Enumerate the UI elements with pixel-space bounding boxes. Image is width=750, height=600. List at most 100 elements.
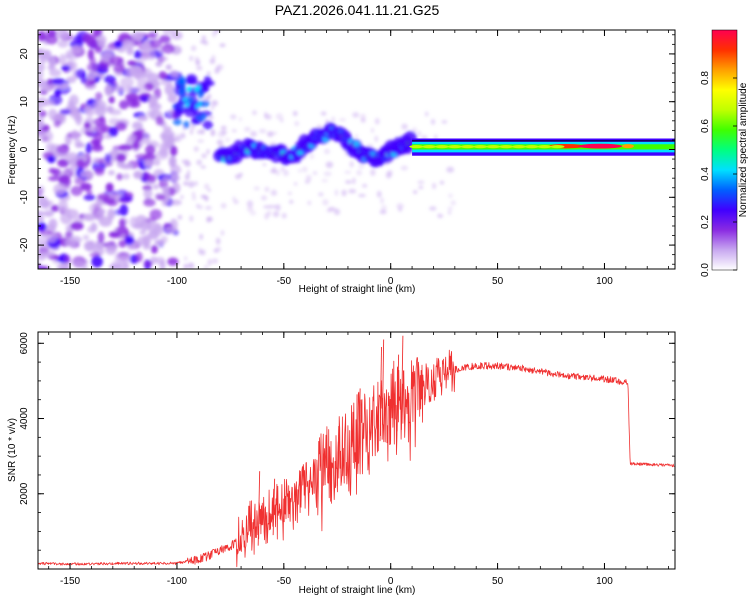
spectrogram-blob [190, 45, 197, 52]
spectrogram-blob [356, 169, 363, 176]
spectrogram-blob [125, 92, 139, 102]
spectrogram-blob [146, 48, 157, 61]
spectrogram-blob [225, 137, 231, 143]
spectrogram-blob [200, 249, 206, 253]
spectrogram-blob [38, 129, 47, 140]
spectrogram-blob [439, 180, 445, 185]
spectrogram-xlabel: Height of straight line (km) [299, 284, 416, 295]
snr-spike [272, 478, 276, 536]
spectrogram-blob [84, 104, 93, 113]
spectrogram-blob [58, 174, 70, 185]
spectrogram-blob [432, 182, 437, 190]
spectrogram-blob [51, 77, 65, 85]
spectrogram-blob [206, 216, 211, 223]
spectrogram-blob [194, 56, 200, 62]
x-tick-label: 50 [492, 576, 504, 587]
spectrogram-blob [46, 155, 56, 164]
spectrogram-blob [212, 30, 217, 38]
spectrogram-blob [146, 32, 157, 39]
spectrogram-blob [83, 121, 91, 129]
spectrogram-blob [418, 185, 424, 190]
spectrogram-blob [264, 186, 270, 193]
spectrogram-blob [425, 111, 429, 117]
x-tick-label: 0 [388, 276, 394, 287]
spectrogram-blob [352, 112, 360, 118]
spectrogram-blob [361, 183, 368, 188]
spectrogram-blob [294, 120, 300, 127]
spectrogram-blob [70, 185, 83, 197]
x-tick-label: -50 [277, 276, 292, 287]
spectrogram-blob [68, 165, 78, 172]
spectrogram-blob [87, 71, 96, 81]
colorbar-tick-label: 0.6 [700, 119, 711, 133]
spectrogram-blob [170, 173, 179, 184]
spectrogram-blob [258, 128, 267, 134]
spectrogram-blob [108, 117, 120, 126]
spectrogram-blob [178, 85, 186, 97]
spectrogram-blob [70, 45, 82, 55]
snr-spike [336, 426, 340, 487]
spectrogram-blob [161, 142, 172, 150]
spectrogram-blob [264, 112, 268, 119]
spectrogram-blob [302, 166, 308, 173]
spectrogram-blob [111, 260, 122, 267]
spectrogram-blob [94, 211, 105, 221]
spectrogram-blob [184, 102, 189, 107]
spectrogram-blob [64, 238, 78, 247]
spectrogram-blob [312, 171, 318, 175]
spectrogram-blob [187, 262, 195, 269]
spectrogram-blob [86, 189, 93, 196]
spectrogram-blob [161, 175, 171, 183]
spectrogram-blob [133, 50, 142, 59]
spectrogram-blob [167, 257, 179, 266]
spectrogram-blob [385, 171, 392, 179]
steady-tone-blob [460, 145, 475, 149]
spectrogram-blob [412, 190, 418, 194]
snr-spike [396, 354, 400, 432]
spectrogram-blob [401, 123, 408, 130]
spectrogram-blob [219, 43, 226, 48]
spectrogram-blob [200, 165, 206, 169]
spectrogram-blob [370, 169, 376, 177]
spectrogram-blob [205, 205, 212, 210]
spectrogram-blob [122, 173, 130, 180]
spectrogram-blob [74, 138, 82, 149]
spectrogram-blob [417, 180, 425, 184]
spectrogram-blob [57, 158, 70, 168]
spectrogram-blob [184, 160, 191, 167]
spectrogram-blob [189, 55, 194, 62]
spectrogram-blob [116, 189, 128, 196]
spectrogram-blob [59, 109, 72, 115]
spectrogram-blob [231, 129, 237, 133]
spectrogram-blob [135, 215, 148, 226]
spectrogram-blob [148, 95, 158, 108]
spectrogram-blob [108, 96, 115, 104]
spectrogram-blob [197, 139, 205, 143]
snr-spike [400, 335, 404, 430]
spectrogram-blob [272, 211, 280, 218]
spectrogram-blob [75, 68, 86, 79]
spectrogram-blob [441, 120, 448, 124]
spectrogram-blob [118, 239, 127, 248]
spectrogram-blob [246, 206, 254, 212]
figure-title: PAZ1.2026.041.11.21.G25 [275, 2, 440, 18]
spectrogram-blob [135, 251, 143, 263]
spectrogram-blob [56, 144, 70, 154]
spectrogram-blob [74, 259, 86, 269]
spectrogram-blob [201, 35, 206, 40]
spectrogram-blob [147, 230, 160, 240]
spectrogram-blob [264, 212, 269, 220]
y-tick-label: 6000 [19, 332, 30, 355]
spectrogram-blob [381, 204, 387, 211]
spectrogram-blob [207, 188, 211, 192]
colorbar-tick-label: 0.8 [700, 71, 711, 85]
spectrogram-blob [119, 100, 129, 110]
spectrogram-blob [57, 39, 69, 48]
spectrogram-blob [204, 183, 210, 190]
spectrogram-blob [181, 159, 187, 163]
steady-tone-blob [447, 145, 462, 149]
spectrogram-blob [220, 125, 227, 131]
spectrogram-blob [97, 231, 105, 244]
spectrogram-blob [280, 166, 285, 172]
y-tick-label: 10 [19, 96, 30, 108]
